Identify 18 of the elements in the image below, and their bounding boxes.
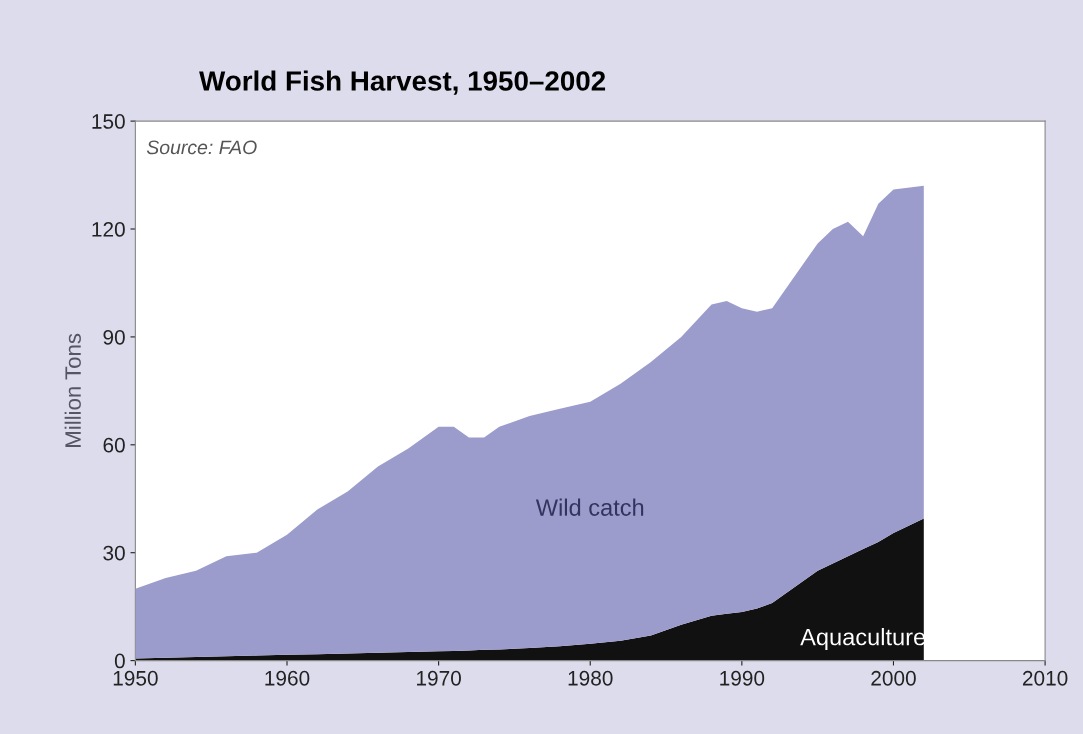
x-tick-label: 1960 <box>265 670 310 686</box>
y-tick-label: 150 <box>92 114 125 129</box>
chart-title: World Fish Harvest, 1950–2002 <box>199 70 606 95</box>
y-tick-label: 0 <box>114 653 125 669</box>
y-tick-label: 120 <box>92 222 125 237</box>
y-tick-label: 90 <box>103 329 125 345</box>
x-tick-label: 1990 <box>720 670 765 686</box>
series-label: Wild catch <box>535 498 644 516</box>
x-tick-label: 2000 <box>871 670 916 686</box>
y-tick-label: 60 <box>103 437 125 453</box>
annotation: Source: FAO <box>146 140 257 155</box>
series-label: Aquaculture <box>800 628 926 651</box>
y-tick-label: 30 <box>103 545 125 561</box>
x-tick-label: 2010 <box>1022 670 1068 686</box>
x-tick-label: 1950 <box>113 670 158 686</box>
x-tick-label: 1980 <box>568 670 613 686</box>
y-axis-title: Million Tons <box>64 333 81 447</box>
x-tick-label: 1970 <box>417 670 461 686</box>
